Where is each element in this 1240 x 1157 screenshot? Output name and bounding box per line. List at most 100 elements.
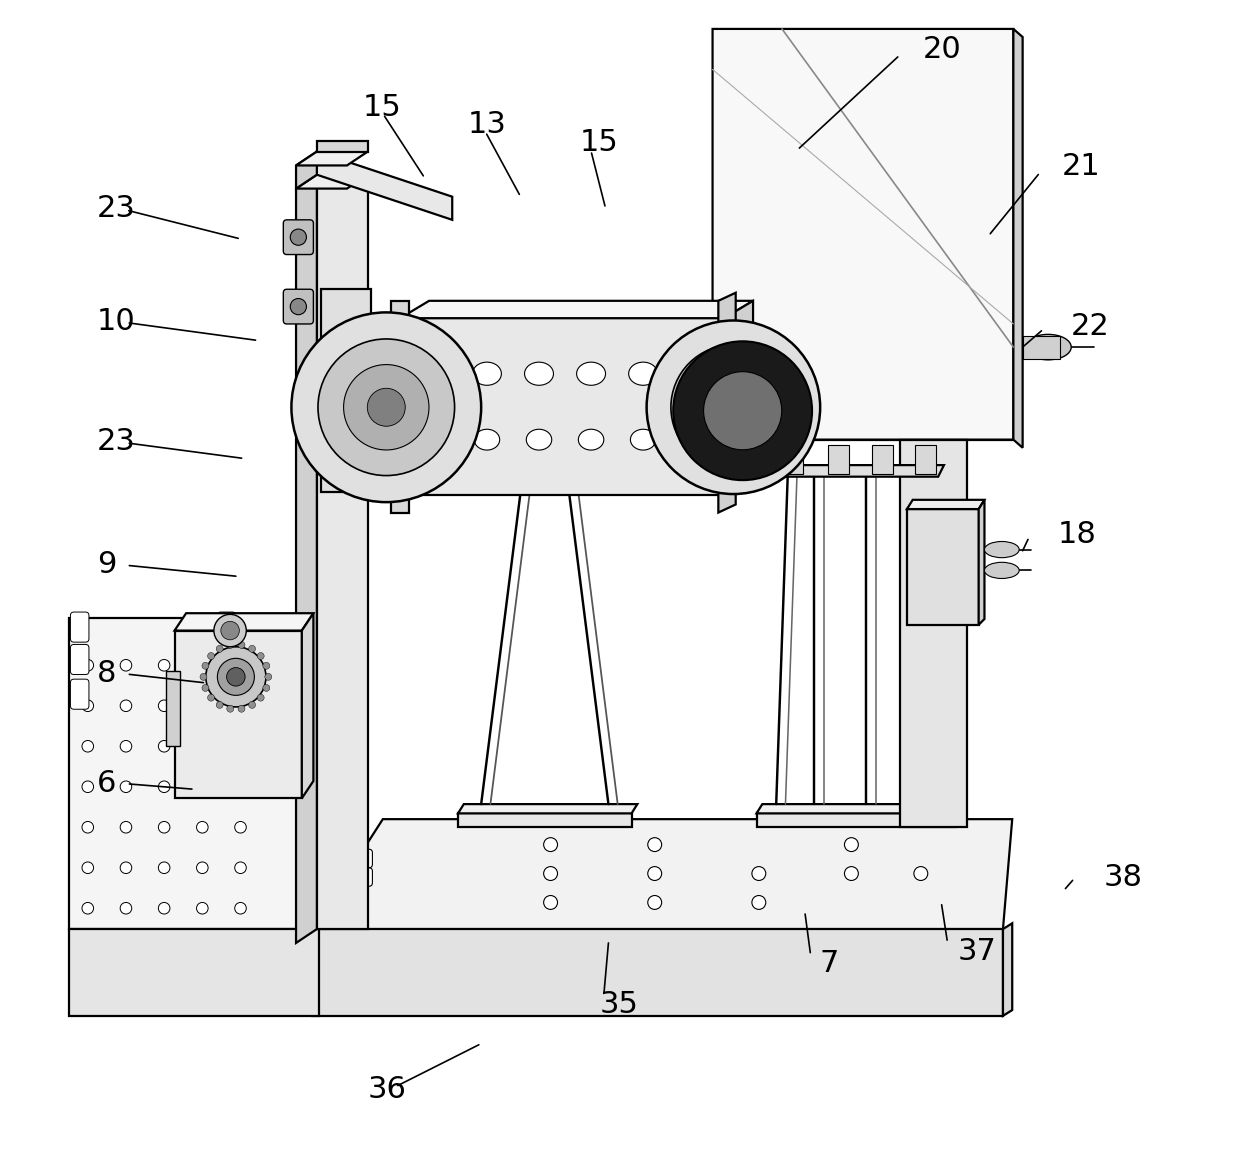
Polygon shape <box>296 175 317 943</box>
Polygon shape <box>312 929 1003 1016</box>
Circle shape <box>257 653 264 659</box>
Polygon shape <box>166 671 180 746</box>
FancyBboxPatch shape <box>336 868 372 886</box>
Polygon shape <box>828 445 849 474</box>
FancyBboxPatch shape <box>71 612 89 642</box>
Circle shape <box>290 229 306 245</box>
Circle shape <box>196 659 208 671</box>
Text: 23: 23 <box>97 193 136 223</box>
Polygon shape <box>724 301 753 495</box>
Polygon shape <box>312 819 1012 929</box>
Ellipse shape <box>1025 334 1071 360</box>
Circle shape <box>216 701 223 708</box>
Circle shape <box>263 662 270 669</box>
Circle shape <box>291 312 481 502</box>
Polygon shape <box>175 613 314 631</box>
Circle shape <box>207 694 215 701</box>
Text: 13: 13 <box>467 110 506 140</box>
Circle shape <box>202 685 208 692</box>
Polygon shape <box>872 445 893 474</box>
Circle shape <box>646 320 820 494</box>
Circle shape <box>314 355 378 420</box>
Text: 7: 7 <box>818 949 838 979</box>
Circle shape <box>159 700 170 712</box>
Circle shape <box>120 862 131 874</box>
Circle shape <box>305 401 316 413</box>
Text: 23: 23 <box>97 427 136 457</box>
Polygon shape <box>1023 336 1060 359</box>
Polygon shape <box>782 445 802 474</box>
Circle shape <box>361 347 372 359</box>
Circle shape <box>82 781 93 793</box>
Polygon shape <box>296 175 368 189</box>
Polygon shape <box>69 929 319 1016</box>
Circle shape <box>82 659 93 671</box>
Circle shape <box>361 417 372 428</box>
Text: 35: 35 <box>599 989 639 1019</box>
Ellipse shape <box>985 562 1019 578</box>
Circle shape <box>300 382 311 393</box>
Ellipse shape <box>422 429 448 450</box>
Polygon shape <box>906 500 985 509</box>
Circle shape <box>703 371 781 450</box>
Text: 38: 38 <box>1104 862 1142 892</box>
Ellipse shape <box>630 429 656 450</box>
FancyBboxPatch shape <box>217 612 236 642</box>
FancyBboxPatch shape <box>71 644 89 675</box>
Circle shape <box>196 781 208 793</box>
Ellipse shape <box>472 362 501 385</box>
FancyBboxPatch shape <box>71 679 89 709</box>
Circle shape <box>290 299 306 315</box>
Polygon shape <box>713 29 1013 440</box>
Ellipse shape <box>629 362 657 385</box>
Text: 9: 9 <box>97 550 117 580</box>
Polygon shape <box>296 152 317 189</box>
Circle shape <box>340 341 352 353</box>
Circle shape <box>196 902 208 914</box>
Circle shape <box>206 647 265 707</box>
Circle shape <box>196 700 208 712</box>
Text: 37: 37 <box>957 936 997 966</box>
Circle shape <box>159 902 170 914</box>
Ellipse shape <box>578 429 604 450</box>
Circle shape <box>265 673 272 680</box>
Polygon shape <box>756 813 956 827</box>
Circle shape <box>207 653 215 659</box>
Circle shape <box>374 361 387 373</box>
Polygon shape <box>317 152 453 220</box>
Polygon shape <box>906 509 978 625</box>
Polygon shape <box>900 440 967 827</box>
Circle shape <box>196 821 208 833</box>
Circle shape <box>305 361 316 373</box>
Circle shape <box>120 781 131 793</box>
Circle shape <box>217 658 254 695</box>
Circle shape <box>221 621 239 640</box>
Circle shape <box>337 379 353 396</box>
Text: 36: 36 <box>368 1075 407 1105</box>
Circle shape <box>543 838 558 852</box>
Polygon shape <box>756 804 961 813</box>
Ellipse shape <box>682 429 708 450</box>
Circle shape <box>159 821 170 833</box>
Circle shape <box>234 700 247 712</box>
Circle shape <box>120 740 131 752</box>
Text: 10: 10 <box>97 307 136 337</box>
Circle shape <box>238 641 246 648</box>
Circle shape <box>234 740 247 752</box>
Circle shape <box>751 867 766 880</box>
Circle shape <box>234 659 247 671</box>
Circle shape <box>248 646 255 653</box>
Circle shape <box>320 347 331 359</box>
FancyBboxPatch shape <box>336 849 372 868</box>
Circle shape <box>647 867 662 880</box>
Circle shape <box>263 685 270 692</box>
Polygon shape <box>317 175 368 929</box>
Circle shape <box>343 364 429 450</box>
Circle shape <box>120 821 131 833</box>
Polygon shape <box>401 318 724 495</box>
Ellipse shape <box>681 362 709 385</box>
Polygon shape <box>1013 29 1023 448</box>
Circle shape <box>120 902 131 914</box>
Polygon shape <box>301 613 314 798</box>
Circle shape <box>82 862 93 874</box>
